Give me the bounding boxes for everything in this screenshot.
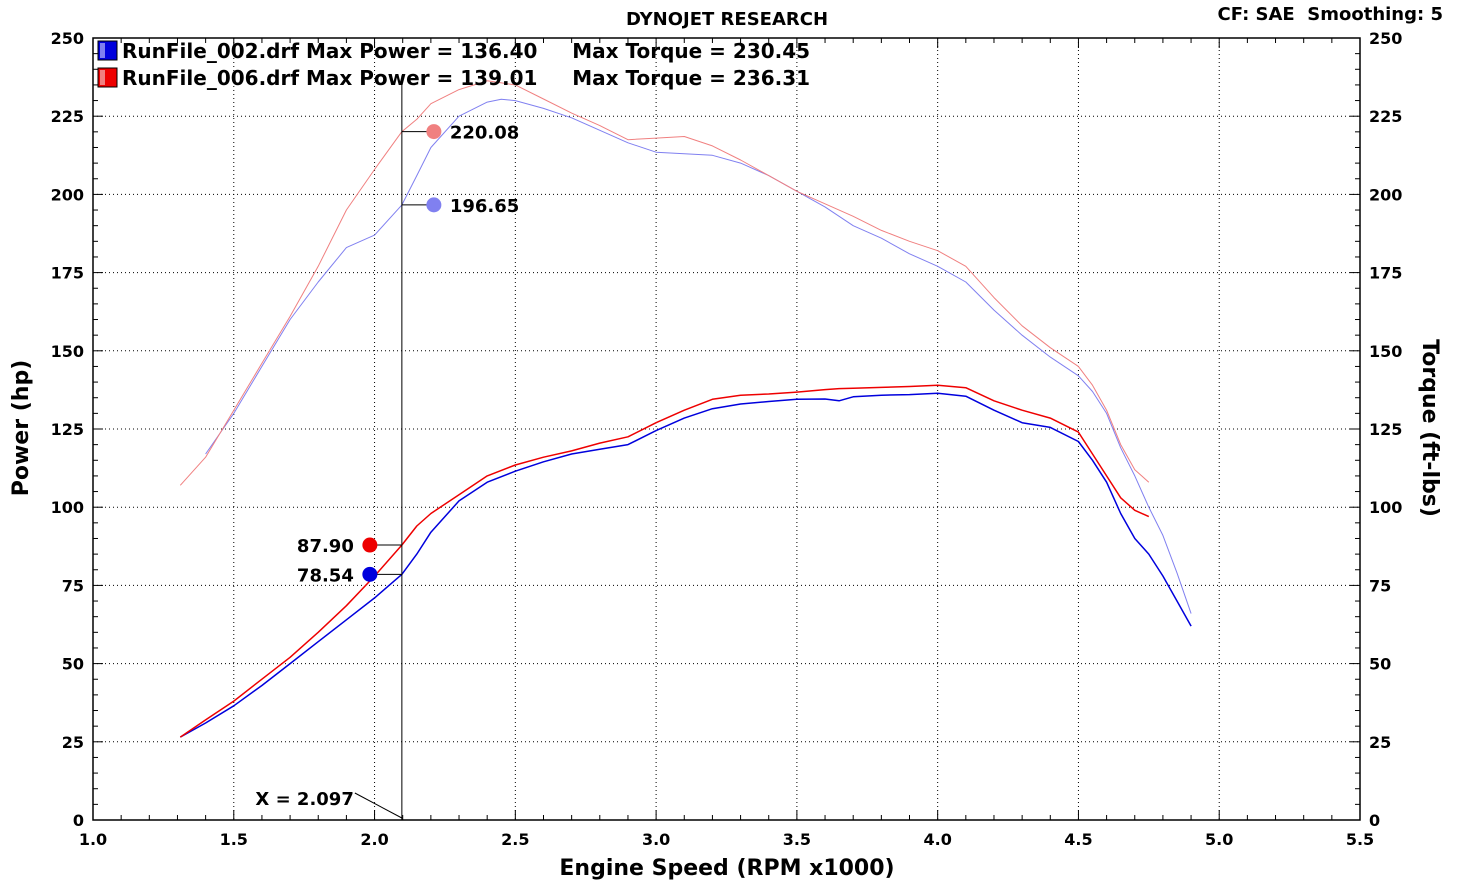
x-tick-label: 3.0 <box>642 830 670 849</box>
marker-value-label: 220.08 <box>450 123 519 144</box>
x-tick-label: 4.0 <box>923 830 951 849</box>
y-tick-label: 175 <box>51 264 84 283</box>
y2-tick-label: 175 <box>1369 264 1402 283</box>
x-tick-label: 3.5 <box>783 830 811 849</box>
series-line-runfile-002-drf-torque[interactable] <box>205 98 1192 614</box>
legend-label-runfile-002: RunFile_002.drf Max Power = 136.40 Max T… <box>122 39 810 63</box>
legend-item-runfile-002[interactable]: RunFile_002.drf Max Power = 136.40 Max T… <box>97 39 810 63</box>
x-tick-label: 2.0 <box>360 830 388 849</box>
y-tick-label: 150 <box>51 342 84 361</box>
marker-dot <box>362 537 378 553</box>
axes: 0 0 25 25 50 50 75 75 100 100 125 125 150 150 175 175 20… <box>51 29 1403 849</box>
cursor-markers: 220.08 196.65 87.90 78.54 <box>297 123 519 587</box>
y2-tick-label: 75 <box>1369 576 1391 595</box>
y2-tick-label: 125 <box>1369 420 1402 439</box>
y-tick-label: 25 <box>62 733 84 752</box>
y-tick-label: 250 <box>51 29 84 48</box>
legend: RunFile_002.drf Max Power = 136.40 Max T… <box>97 39 810 90</box>
x-tick-label: 1.5 <box>220 830 248 849</box>
y-tick-label: 225 <box>51 107 84 126</box>
series-line-runfile-006-drf-torque[interactable] <box>179 80 1150 486</box>
chart-title: DYNOJET RESEARCH <box>626 9 828 30</box>
y-tick-label: 75 <box>62 576 84 595</box>
x-tick-label: 5.5 <box>1346 830 1374 849</box>
x-tick-label: 5.0 <box>1205 830 1233 849</box>
y-tick-label: 125 <box>51 420 84 439</box>
y2-tick-label: 250 <box>1369 29 1402 48</box>
x-tick-label: 2.5 <box>501 830 529 849</box>
y-tick-label: 50 <box>62 655 84 674</box>
x-tick-label: 1.0 <box>79 830 107 849</box>
cursor-layer: X = 2.097 <box>255 75 403 820</box>
series-layer <box>179 80 1192 738</box>
cursor-leader-line <box>354 792 403 819</box>
marker-dot <box>426 124 442 140</box>
y2-axis-label: Torque (ft-lbs) <box>1417 339 1442 517</box>
plot-frame <box>92 37 1361 821</box>
y2-tick-label: 150 <box>1369 342 1402 361</box>
legend-label-runfile-006: RunFile_006.drf Max Power = 139.01 Max T… <box>122 66 810 90</box>
cursor-marker-78-54: 78.54 <box>297 565 402 586</box>
settings-label: CF: SAE Smoothing: 5 <box>1218 4 1443 25</box>
cursor-x-label: X = 2.097 <box>255 789 353 810</box>
y2-tick-label: 100 <box>1369 498 1402 517</box>
cursor-marker-220-08: 220.08 <box>401 123 519 144</box>
legend-item-runfile-006[interactable]: RunFile_006.drf Max Power = 139.01 Max T… <box>97 66 810 90</box>
y-tick-label: 0 <box>73 811 84 830</box>
marker-dot <box>362 566 378 582</box>
marker-value-label: 196.65 <box>450 196 519 217</box>
marker-value-label: 78.54 <box>297 565 354 586</box>
y-tick-label: 100 <box>51 498 84 517</box>
cursor-marker-87-90: 87.90 <box>297 536 402 557</box>
y2-tick-label: 50 <box>1369 655 1391 674</box>
x-tick-label: 4.5 <box>1064 830 1092 849</box>
series-line-runfile-006-drf-power[interactable] <box>179 384 1150 738</box>
cursor-marker-196-65: 196.65 <box>401 196 519 217</box>
x-axis-label: Engine Speed (RPM x1000) <box>559 856 894 881</box>
series-line-runfile-002-drf-power[interactable] <box>179 392 1192 738</box>
y2-tick-label: 25 <box>1369 733 1391 752</box>
marker-dot <box>426 197 442 213</box>
y2-tick-label: 0 <box>1369 811 1380 830</box>
grid-lines <box>93 38 1360 820</box>
y-axis-label: Power (hp) <box>9 360 34 497</box>
y2-tick-label: 225 <box>1369 107 1402 126</box>
marker-value-label: 87.90 <box>297 536 354 557</box>
y2-tick-label: 200 <box>1369 185 1402 204</box>
y-tick-label: 200 <box>51 185 84 204</box>
